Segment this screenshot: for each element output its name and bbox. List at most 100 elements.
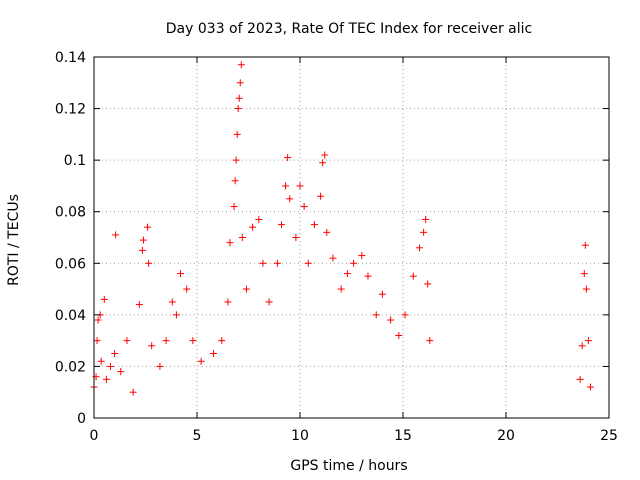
data-point bbox=[100, 295, 108, 303]
data-point bbox=[94, 316, 102, 324]
data-point bbox=[329, 254, 337, 262]
data-point bbox=[265, 298, 273, 306]
data-point bbox=[234, 105, 242, 113]
data-point bbox=[135, 301, 143, 309]
data-point bbox=[189, 337, 197, 345]
data-point bbox=[238, 234, 246, 241]
grid-lines bbox=[94, 57, 609, 418]
data-point bbox=[582, 285, 590, 293]
data-point bbox=[242, 285, 250, 293]
data-point bbox=[235, 94, 243, 102]
data-point bbox=[102, 375, 110, 383]
data-point bbox=[233, 130, 241, 138]
data-point bbox=[409, 272, 417, 280]
data-point bbox=[93, 337, 101, 345]
data-point bbox=[584, 337, 592, 345]
data-point bbox=[145, 259, 153, 267]
data-point bbox=[343, 270, 351, 278]
data-point bbox=[415, 244, 423, 252]
data-point bbox=[304, 259, 312, 267]
data-point bbox=[576, 375, 584, 383]
data-point bbox=[255, 215, 263, 223]
data-point bbox=[230, 203, 238, 211]
data-point bbox=[144, 223, 152, 231]
data-point bbox=[378, 290, 386, 298]
x-tick-label: 20 bbox=[497, 428, 515, 444]
data-point bbox=[424, 280, 432, 288]
x-tick-label: 0 bbox=[90, 428, 99, 444]
data-point bbox=[177, 270, 185, 278]
y-tick-label: 0.1 bbox=[64, 153, 86, 169]
data-point bbox=[139, 236, 147, 244]
data-point bbox=[224, 298, 232, 306]
data-point bbox=[231, 177, 239, 185]
data-point bbox=[395, 331, 403, 339]
data-point bbox=[364, 272, 372, 280]
x-tick-label: 25 bbox=[600, 428, 618, 444]
data-point bbox=[226, 239, 234, 247]
data-point bbox=[117, 368, 125, 376]
x-axis-label: GPS time / hours bbox=[290, 458, 407, 474]
y-tick-label: 0.02 bbox=[55, 359, 86, 375]
data-point bbox=[317, 192, 325, 200]
data-point bbox=[123, 337, 131, 345]
data-point bbox=[300, 203, 308, 211]
data-point bbox=[162, 337, 170, 345]
data-point bbox=[111, 350, 119, 358]
data-point bbox=[292, 234, 300, 241]
y-tick-label: 0 bbox=[77, 411, 86, 427]
data-point bbox=[183, 285, 191, 293]
data-point bbox=[209, 350, 217, 358]
y-tick-label: 0.04 bbox=[55, 308, 86, 324]
data-point bbox=[282, 182, 290, 190]
data-point bbox=[277, 221, 285, 229]
data-point bbox=[321, 151, 329, 159]
data-point bbox=[106, 362, 114, 370]
data-point bbox=[138, 246, 146, 254]
y-tick-label: 0.08 bbox=[55, 205, 86, 221]
y-tick-label: 0.06 bbox=[55, 256, 86, 272]
x-tick-label: 10 bbox=[291, 428, 309, 444]
x-tick-label: 5 bbox=[193, 428, 202, 444]
data-point bbox=[237, 61, 245, 69]
y-tick-label: 0.14 bbox=[55, 50, 86, 66]
data-point bbox=[420, 228, 428, 236]
y-axis-label: ROTI / TECUs bbox=[6, 194, 22, 286]
data-point bbox=[401, 311, 409, 319]
data-point bbox=[197, 357, 205, 365]
data-point bbox=[232, 156, 240, 164]
data-point bbox=[387, 316, 395, 324]
data-point bbox=[323, 228, 331, 236]
data-point bbox=[358, 252, 366, 260]
data-point bbox=[112, 231, 120, 239]
data-point bbox=[580, 270, 588, 278]
data-point bbox=[337, 285, 345, 293]
data-point bbox=[148, 342, 156, 350]
x-axis-ticks: 0 5 10 15 20 25 bbox=[90, 57, 618, 444]
data-point bbox=[284, 154, 292, 162]
data-point bbox=[350, 259, 358, 267]
data-point bbox=[422, 215, 430, 223]
data-point bbox=[296, 182, 304, 190]
data-point bbox=[156, 362, 164, 370]
data-point bbox=[581, 241, 589, 249]
data-point bbox=[286, 195, 294, 203]
y-axis-ticks: 0 0.02 0.04 0.06 0.08 0.1 0.12 0.14 bbox=[55, 50, 609, 427]
x-tick-label: 15 bbox=[394, 428, 412, 444]
y-tick-label: 0.12 bbox=[55, 102, 86, 118]
data-point bbox=[249, 223, 257, 231]
data-point bbox=[97, 357, 105, 365]
data-point bbox=[578, 342, 586, 350]
data-point bbox=[273, 259, 281, 267]
data-point bbox=[426, 337, 434, 345]
plot-frame bbox=[93, 56, 610, 419]
data-point bbox=[129, 388, 137, 396]
data-point bbox=[259, 259, 267, 267]
data-point bbox=[168, 298, 176, 306]
data-point bbox=[310, 221, 318, 229]
data-point bbox=[172, 311, 180, 319]
data-point bbox=[586, 383, 594, 391]
data-points bbox=[90, 61, 594, 396]
data-point bbox=[372, 311, 380, 319]
